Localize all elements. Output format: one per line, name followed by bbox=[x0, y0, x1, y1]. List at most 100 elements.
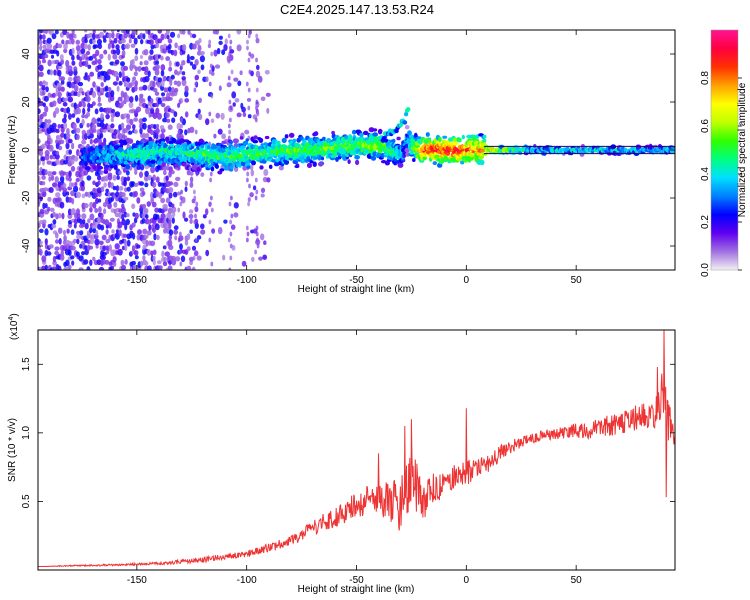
spectrogram-cell bbox=[137, 65, 142, 72]
spectrogram-cell bbox=[39, 71, 44, 78]
spectrogram-cell bbox=[57, 181, 61, 188]
spectrogram-cell bbox=[116, 175, 120, 180]
spectrogram-cell bbox=[372, 128, 378, 132]
spectrogram-cell bbox=[39, 208, 45, 215]
spectrogram-cell bbox=[263, 169, 269, 176]
spectrogram-cell bbox=[96, 38, 102, 45]
spectrogram-cell bbox=[62, 229, 67, 236]
spectrogram-cell bbox=[103, 169, 109, 174]
spectrogram-cell bbox=[382, 143, 386, 147]
spectrogram-cell bbox=[113, 129, 118, 136]
spectrogram-cell bbox=[44, 105, 49, 113]
spectrogram-cell bbox=[144, 170, 149, 177]
spectrogram-cell bbox=[97, 86, 101, 93]
colorbar-tick-label: 0.8 bbox=[700, 71, 711, 85]
spectrogram-cell bbox=[194, 237, 198, 243]
spectrogram-cell bbox=[155, 127, 160, 135]
spectrogram-cell bbox=[66, 128, 70, 135]
spectrogram-cell bbox=[154, 91, 160, 96]
spectrogram-cell bbox=[112, 256, 117, 263]
spectrogram-cell bbox=[412, 158, 416, 162]
spectrogram-cell bbox=[154, 207, 160, 213]
spectrogram-cell bbox=[221, 49, 226, 56]
spectrogram-cell bbox=[432, 161, 437, 166]
spectrogram-cell bbox=[255, 37, 260, 44]
spectrogram-cell bbox=[188, 209, 194, 214]
spectrogram-cell bbox=[120, 122, 125, 129]
spectrogram-cell bbox=[147, 84, 151, 91]
spectrogram-cell bbox=[84, 133, 88, 141]
spectrogram-cell bbox=[63, 43, 68, 50]
spectrogram-cell bbox=[99, 170, 104, 176]
y-tick-label: 0 bbox=[21, 147, 32, 153]
spectrogram-cell bbox=[60, 132, 65, 138]
spectrogram-cell bbox=[149, 240, 156, 247]
spectrogram-cell bbox=[152, 112, 158, 119]
spectrogram-cell bbox=[171, 137, 177, 144]
spectrogram-cell bbox=[133, 71, 138, 77]
spectrogram-cell bbox=[49, 69, 53, 76]
spectrogram-cell bbox=[193, 195, 197, 201]
spectrogram-cell bbox=[91, 101, 96, 106]
snr-x-label: Height of straight line (km) bbox=[298, 584, 415, 595]
spectrogram-cell bbox=[139, 32, 144, 40]
spectrogram-cell bbox=[65, 59, 70, 68]
spectrogram-cell bbox=[60, 79, 65, 85]
spectrogram-cell bbox=[118, 186, 124, 191]
spectrogram-cell bbox=[117, 221, 123, 229]
spectrogram-cell bbox=[457, 137, 462, 143]
spectrogram-cell bbox=[177, 207, 181, 213]
spectrogram-cell bbox=[70, 158, 75, 165]
spectrogram-cell bbox=[63, 48, 68, 54]
spectrogram-cell bbox=[104, 219, 110, 226]
spectrogram-cell bbox=[49, 138, 53, 145]
spectrogram-cell bbox=[173, 111, 178, 118]
spectrogram-cell bbox=[56, 64, 59, 71]
spectrogram-cell bbox=[200, 64, 205, 71]
spectrogram-cell bbox=[162, 203, 168, 210]
spectrogram-cell bbox=[229, 243, 233, 249]
spectrogram-cell bbox=[112, 261, 117, 267]
spectrogram-cell bbox=[113, 37, 118, 44]
spectrogram-cell bbox=[88, 55, 94, 61]
spectrogram-cell bbox=[67, 65, 73, 72]
spectrogram-cell bbox=[87, 44, 91, 51]
spectrogram-cell bbox=[171, 211, 176, 218]
spectrogram-cell bbox=[260, 96, 266, 102]
spectrogram-cell bbox=[254, 177, 258, 183]
spectrogram-cell bbox=[76, 107, 81, 115]
spectrogram-cell bbox=[165, 112, 170, 119]
spectrogram-cell bbox=[152, 255, 156, 261]
spectrogram-cell bbox=[191, 162, 195, 166]
spectrogram-cell bbox=[128, 130, 133, 135]
spectrogram-cell bbox=[168, 229, 174, 236]
spectrogram-cell bbox=[89, 227, 93, 234]
spectrogram-cell bbox=[191, 33, 197, 39]
spectrogram-cell bbox=[98, 206, 102, 214]
spectrogram-cell bbox=[118, 170, 122, 176]
spectrogram-cell bbox=[99, 107, 104, 113]
spectrogram-cell bbox=[228, 267, 232, 270]
spectrogram-cell bbox=[461, 134, 465, 140]
spectrogram-cell bbox=[62, 239, 67, 245]
spectrogram-cell bbox=[84, 30, 88, 33]
spectrogram-cell bbox=[250, 169, 255, 177]
spectrogram-cell bbox=[246, 165, 251, 169]
spectrogram-cell bbox=[84, 38, 88, 44]
spectrogram-cell bbox=[44, 149, 50, 157]
spectrogram-cell bbox=[247, 105, 251, 111]
spectrogram-cell bbox=[78, 267, 84, 270]
spectrogram-cell bbox=[200, 223, 205, 230]
spectrogram-cell bbox=[180, 189, 184, 195]
spectrogram-cell bbox=[38, 149, 44, 157]
spectrogram-cell bbox=[38, 39, 43, 46]
spectrogram-cell bbox=[84, 166, 91, 171]
spectrogram-cell bbox=[228, 51, 232, 57]
spectrogram-cell bbox=[70, 229, 75, 235]
spectrogram-cell bbox=[50, 207, 55, 212]
spectrogram-cell bbox=[120, 259, 125, 266]
spectrogram-cell bbox=[208, 81, 212, 87]
spectrogram-cell bbox=[80, 240, 86, 246]
spectrogram-cell bbox=[288, 132, 295, 138]
spectrogram-cell bbox=[121, 213, 125, 221]
